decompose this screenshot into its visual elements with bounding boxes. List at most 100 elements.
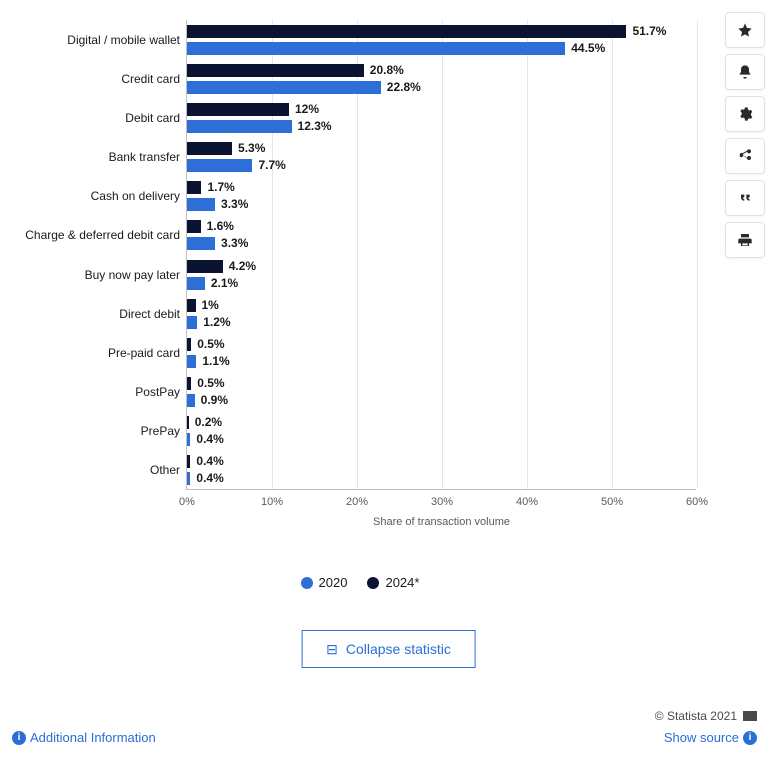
collapse-icon: ⊟ [326,642,338,656]
print-button[interactable] [725,222,765,258]
x-tick-label: 20% [346,496,368,508]
show-source-label: Show source [664,730,739,745]
category-label: PostPay [0,374,180,410]
bar-2020[interactable] [187,120,292,133]
category-label: Buy now pay later [0,257,180,293]
bar-value-label: 12.3% [298,120,332,133]
x-tick-label: 60% [686,496,708,508]
additional-info-label: Additional Information [30,730,156,745]
category-label: Direct debit [0,296,180,332]
bar-value-label: 0.4% [196,433,223,446]
bar-2024[interactable] [187,260,223,273]
print-icon [737,232,753,248]
bar-2020[interactable] [187,433,190,446]
bar-2024[interactable] [187,142,232,155]
bar-value-label: 44.5% [571,42,605,55]
legend-label: 2020 [319,575,348,590]
bar-2024[interactable] [187,220,201,233]
bar-value-label: 0.5% [197,338,224,351]
info-icon: i [743,731,757,745]
category-group: 1.7% 3.3% [187,178,696,214]
cite-button[interactable] [725,180,765,216]
bar-value-label: 1.7% [207,181,234,194]
legend-item[interactable]: 2024* [367,575,419,590]
bar-2024[interactable] [187,25,626,38]
x-tick-label: 0% [179,496,195,508]
show-source-link[interactable]: Show source i [664,730,757,745]
category-group: 5.3% 7.7% [187,139,696,175]
settings-button[interactable] [725,96,765,132]
copyright: © Statista 2021 [655,709,757,723]
bar-2020[interactable] [187,277,205,290]
bar-value-label: 12% [295,103,319,116]
footer: © Statista 2021 i Additional Information… [12,707,757,745]
category-label: Other [0,452,180,488]
category-label: Digital / mobile wallet [0,22,180,58]
bar-2024[interactable] [187,455,190,468]
category-label: Bank transfer [0,139,180,175]
x-tick-label: 50% [601,496,623,508]
flag-icon [743,711,757,721]
category-group: 4.2%2.1% [187,257,696,293]
bar-value-label: 51.7% [632,25,666,38]
right-toolbar [725,12,765,258]
star-icon [737,22,753,38]
bar-2020[interactable] [187,81,381,94]
category-label: Charge & deferred debit card [0,217,180,253]
share-button[interactable] [725,138,765,174]
category-group: 0.4%0.4% [187,452,696,488]
bar-2024[interactable] [187,181,201,194]
category-group: 51.7% 44.5% [187,22,696,58]
bar-2024[interactable] [187,299,196,312]
bar-2024[interactable] [187,64,364,77]
category-group: 0.2% 0.4% [187,413,696,449]
bar-2020[interactable] [187,159,252,172]
bar-value-label: 1.2% [203,316,230,329]
bar-2020[interactable] [187,42,565,55]
legend-dot-icon [367,577,379,589]
category-group: 20.8%22.8% [187,61,696,97]
category-label: PrePay [0,413,180,449]
bar-2024[interactable] [187,103,289,116]
bar-2020[interactable] [187,198,215,211]
copyright-text: © Statista 2021 [655,709,737,723]
category-label: Debit card [0,100,180,136]
bar-value-label: 0.9% [201,394,228,407]
bar-2024[interactable] [187,416,189,429]
x-tick-label: 40% [516,496,538,508]
bar-2020[interactable] [187,355,196,368]
gear-icon [737,106,753,122]
collapse-label: Collapse statistic [346,641,451,657]
x-tick-label: 30% [431,496,453,508]
bar-2024[interactable] [187,338,191,351]
gridline [697,20,698,489]
x-tick-label: 10% [261,496,283,508]
bar-value-label: 0.5% [197,377,224,390]
bar-value-label: 0.4% [196,472,223,485]
legend-dot-icon [301,577,313,589]
favorite-button[interactable] [725,12,765,48]
category-label: Cash on delivery [0,178,180,214]
bar-2020[interactable] [187,472,190,485]
bar-value-label: 3.3% [221,198,248,211]
legend-label: 2024* [385,575,419,590]
alert-button[interactable] [725,54,765,90]
bar-2020[interactable] [187,316,197,329]
additional-information-link[interactable]: i Additional Information [12,730,156,745]
bell-icon [737,64,753,80]
category-group: 12% 12.3% [187,100,696,136]
bar-value-label: 5.3% [238,142,265,155]
chart-plot: Share of transaction volume 0%10%20%30%4… [186,20,696,490]
collapse-statistic-button[interactable]: ⊟ Collapse statistic [301,630,476,668]
x-axis-label: Share of transaction volume [373,516,510,528]
bar-2020[interactable] [187,394,195,407]
category-label: Credit card [0,61,180,97]
category-group: 1%1.2% [187,296,696,332]
bar-2024[interactable] [187,377,191,390]
bar-value-label: 3.3% [221,237,248,250]
bar-value-label: 22.8% [387,81,421,94]
bar-value-label: 0.2% [195,416,222,429]
bar-2020[interactable] [187,237,215,250]
legend-item[interactable]: 2020 [301,575,348,590]
bar-value-label: 7.7% [258,159,285,172]
